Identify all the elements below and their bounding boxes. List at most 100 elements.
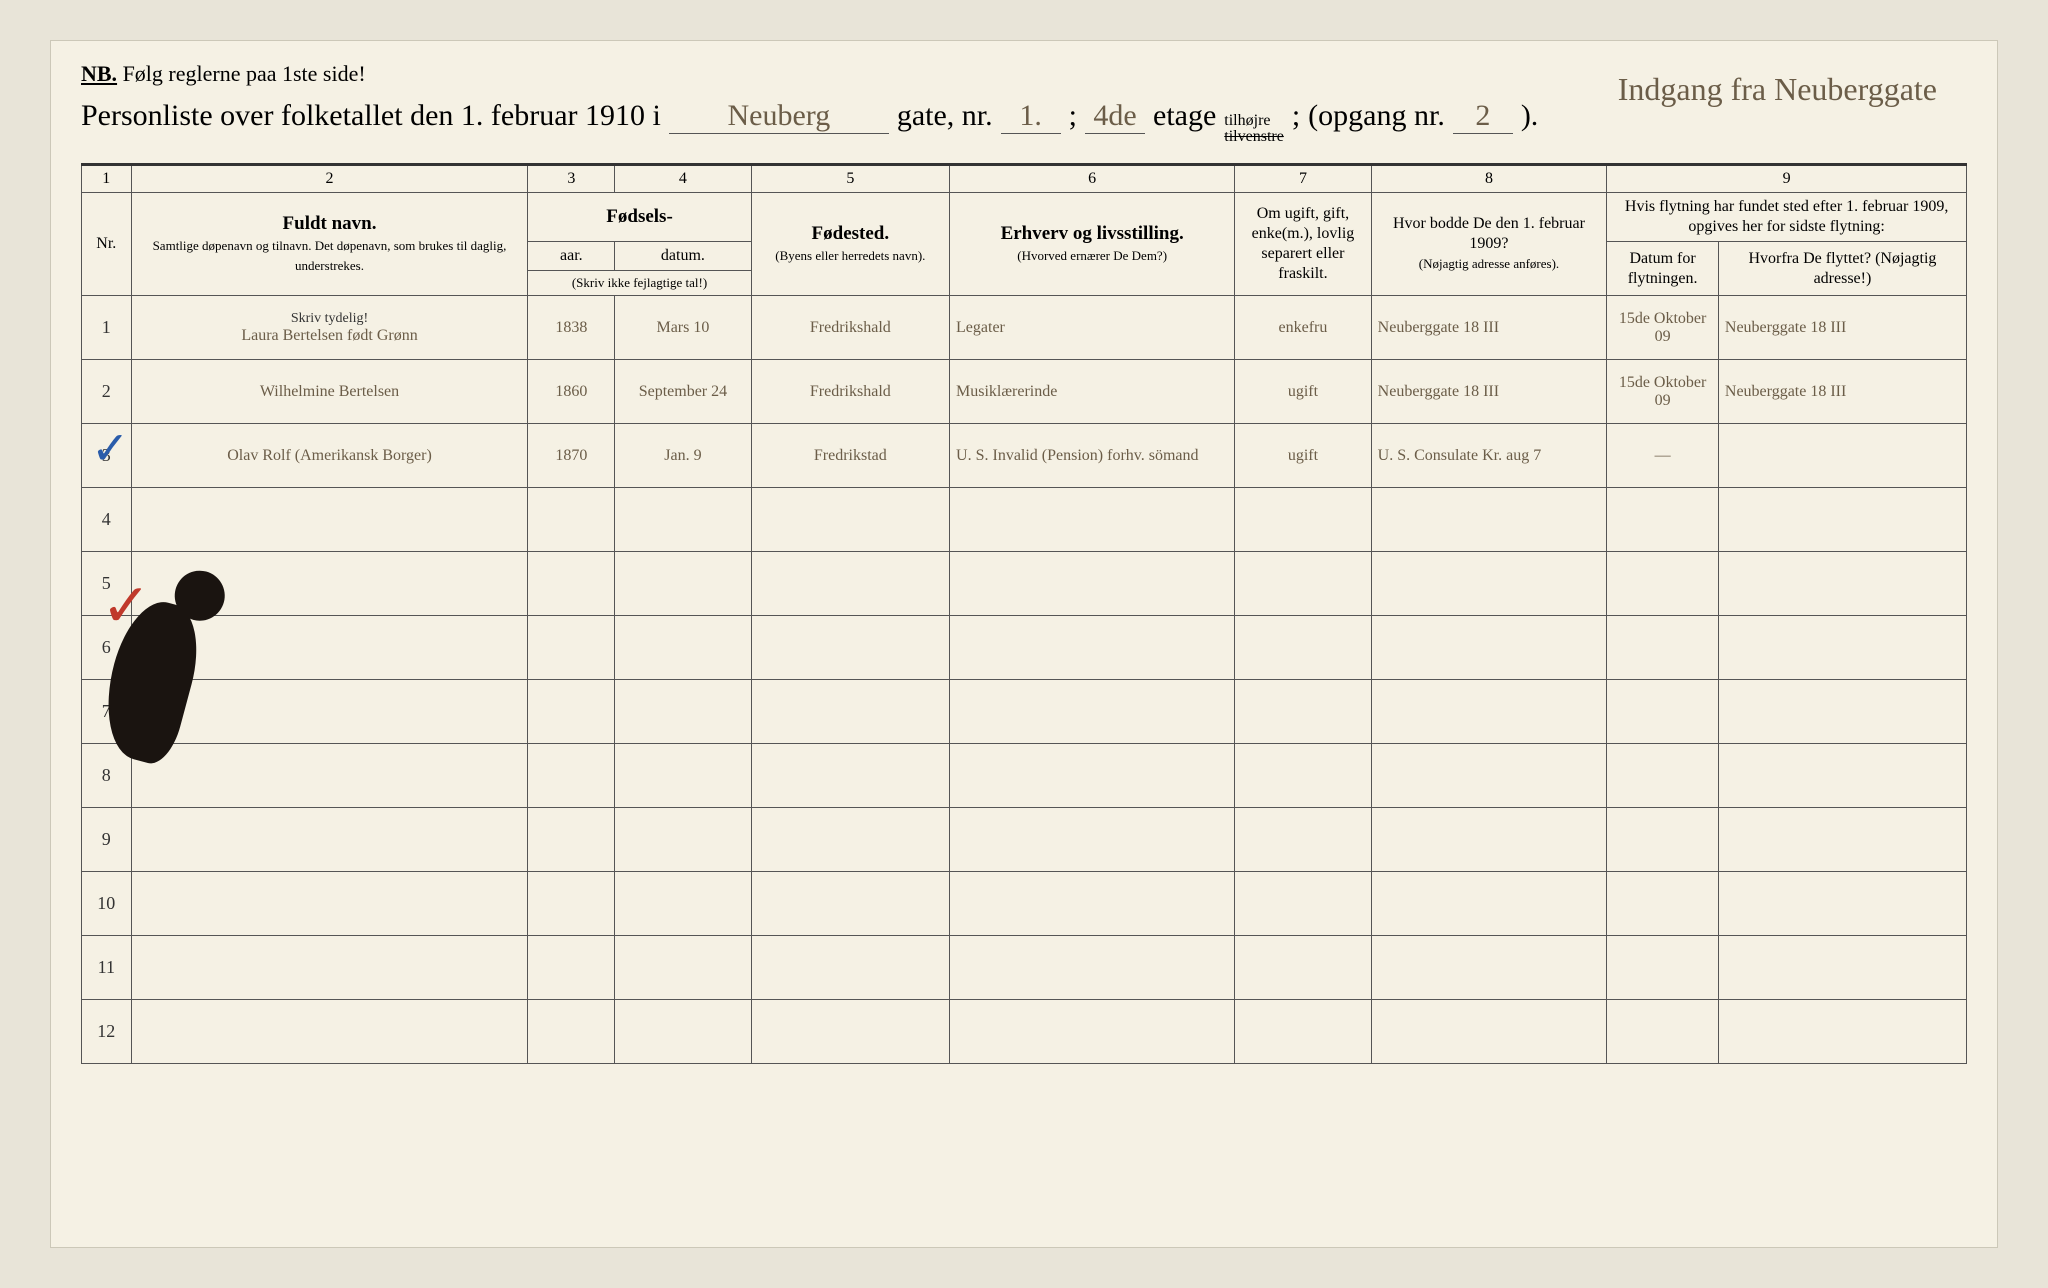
top-handwritten-note: Indgang fra Neuberggate <box>1618 71 1937 108</box>
table-row: 11 <box>82 936 1967 1000</box>
cell-date <box>615 936 751 1000</box>
opgang-label: (opgang nr. <box>1308 99 1445 133</box>
cell-move_date: 15de Oktober 09 <box>1607 296 1719 360</box>
census-table: 1 2 3 4 5 6 7 8 9 Nr. Fuldt navn. Samtli… <box>81 163 1967 1064</box>
cell-occupation <box>950 744 1235 808</box>
cell-birthplace <box>751 872 949 936</box>
cell-addr1909 <box>1371 488 1607 552</box>
cell-date <box>615 872 751 936</box>
cell-date: September 24 <box>615 360 751 424</box>
cell-move_from <box>1718 488 1966 552</box>
cell-nr: 11 <box>82 936 132 1000</box>
cell-year: 1870 <box>528 424 615 488</box>
cell-move_from: Neuberggate 18 III <box>1718 360 1966 424</box>
cell-name <box>131 936 528 1000</box>
cell-year: 1860 <box>528 360 615 424</box>
cell-nr: 1 <box>82 296 132 360</box>
table-row: 1Skriv tydelig!Laura Bertelsen født Grøn… <box>82 296 1967 360</box>
cell-birthplace <box>751 616 949 680</box>
hdr-1909-sub: (Nøjagtig adresse anføres). <box>1419 256 1559 271</box>
cell-move_date <box>1607 680 1719 744</box>
cell-addr1909 <box>1371 936 1607 1000</box>
cell-status <box>1235 872 1371 936</box>
cell-move_from <box>1718 616 1966 680</box>
street-field: Neuberg <box>669 99 889 134</box>
gate-nr: 1. <box>1001 99 1061 134</box>
cell-status <box>1235 616 1371 680</box>
cell-nr: 8 <box>82 744 132 808</box>
cell-move_from <box>1718 744 1966 808</box>
colnum-5: 5 <box>751 165 949 193</box>
title-prefix: Personliste over folketallet den 1. febr… <box>81 99 661 133</box>
hdr-1909: Hvor bodde De den 1. februar 1909? (Nøja… <box>1371 193 1607 296</box>
cell-addr1909: Neuberggate 18 III <box>1371 360 1607 424</box>
cell-birthplace <box>751 1000 949 1064</box>
hdr-name-title: Fuldt navn. <box>283 213 377 234</box>
cell-status: enkefru <box>1235 296 1371 360</box>
cell-birthplace: Fredrikshald <box>751 296 949 360</box>
hdr-erhverv: Erhverv og livsstilling. (Hvorved ernære… <box>950 193 1235 296</box>
cell-move_date: — <box>1607 424 1719 488</box>
cell-date <box>615 680 751 744</box>
table-row: 6 <box>82 616 1967 680</box>
table-row: 12 <box>82 1000 1967 1064</box>
colnum-4: 4 <box>615 165 751 193</box>
etage-label: etage <box>1153 99 1216 133</box>
cell-occupation: U. S. Invalid (Pension) forhv. sömand <box>950 424 1235 488</box>
header-row-1: Nr. Fuldt navn. Samtlige døpenavn og til… <box>82 193 1967 242</box>
cell-status <box>1235 744 1371 808</box>
cell-birthplace <box>751 552 949 616</box>
colnum-7: 7 <box>1235 165 1371 193</box>
cell-name <box>131 872 528 936</box>
cell-addr1909 <box>1371 680 1607 744</box>
colnum-2: 2 <box>131 165 528 193</box>
hdr-erhverv-title: Erhverv og livsstilling. <box>1001 223 1184 244</box>
colnum-6: 6 <box>950 165 1235 193</box>
cell-addr1909 <box>1371 1000 1607 1064</box>
cell-move_from <box>1718 552 1966 616</box>
etage-value: 4de <box>1085 99 1145 134</box>
cell-move_from <box>1718 1000 1966 1064</box>
hdr-datum: datum. <box>615 242 751 271</box>
table-body: 1Skriv tydelig!Laura Bertelsen født Grøn… <box>82 296 1967 1064</box>
hdr-move-from: Hvorfra De flyttet? (Nøjagtig adresse!) <box>1718 242 1966 296</box>
cell-name <box>131 744 528 808</box>
cell-move_date: 15de Oktober 09 <box>1607 360 1719 424</box>
cell-move_date <box>1607 616 1719 680</box>
cell-nr: 3 <box>82 424 132 488</box>
cell-year <box>528 552 615 616</box>
cell-nr: 7 <box>82 680 132 744</box>
cell-nr: 6 <box>82 616 132 680</box>
cell-status <box>1235 936 1371 1000</box>
cell-birthplace <box>751 744 949 808</box>
cell-name <box>131 616 528 680</box>
hdr-erhverv-sub: (Hvorved ernærer De Dem?) <box>1017 248 1167 263</box>
colnum-9: 9 <box>1607 165 1967 193</box>
cell-occupation: Legater <box>950 296 1235 360</box>
cell-year <box>528 616 615 680</box>
colnum-1: 1 <box>82 165 132 193</box>
cell-addr1909 <box>1371 808 1607 872</box>
cell-addr1909 <box>1371 616 1607 680</box>
cell-name: Olav Rolf (Amerikansk Borger) <box>131 424 528 488</box>
cell-move_date <box>1607 744 1719 808</box>
cell-name: Wilhelmine Bertelsen <box>131 360 528 424</box>
cell-date <box>615 1000 751 1064</box>
cell-year: 1838 <box>528 296 615 360</box>
side-suffix: ; <box>1292 99 1300 133</box>
hdr-flytning: Hvis flytning har fundet sted efter 1. f… <box>1607 193 1967 242</box>
cell-nr: 12 <box>82 1000 132 1064</box>
cell-date <box>615 808 751 872</box>
cell-nr: 5 <box>82 552 132 616</box>
table-header: 1 2 3 4 5 6 7 8 9 Nr. Fuldt navn. Samtli… <box>82 165 1967 296</box>
cell-occupation <box>950 680 1235 744</box>
table-row: 8 <box>82 744 1967 808</box>
cell-move_from <box>1718 808 1966 872</box>
cell-name <box>131 808 528 872</box>
column-number-row: 1 2 3 4 5 6 7 8 9 <box>82 165 1967 193</box>
cell-addr1909 <box>1371 552 1607 616</box>
table-row: 2Wilhelmine Bertelsen1860September 24Fre… <box>82 360 1967 424</box>
cell-occupation <box>950 872 1235 936</box>
table-row: 7 <box>82 680 1967 744</box>
cell-occupation <box>950 488 1235 552</box>
